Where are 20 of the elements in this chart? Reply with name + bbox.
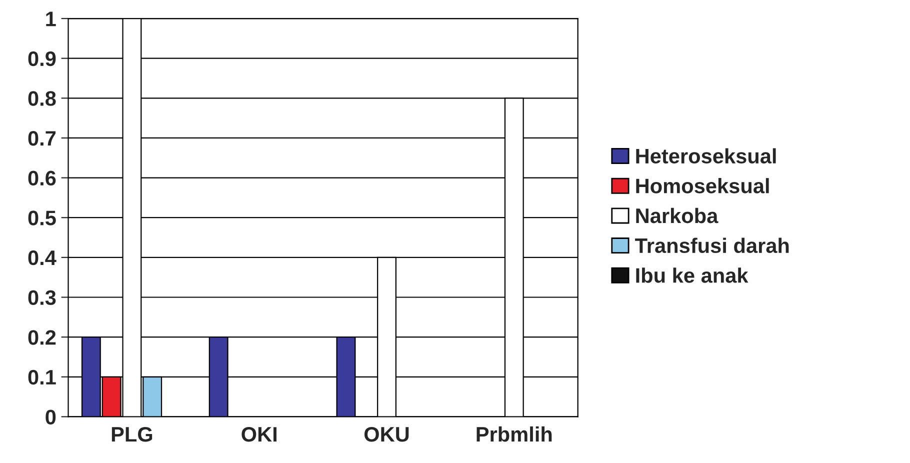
x-tick-label: OKU [364,426,409,442]
y-tick-label: 0.8 [28,91,56,106]
y-tick-label: 0.9 [28,51,56,66]
y-tick-label: 0.5 [28,210,56,226]
y-tick-label: 0.3 [28,290,56,306]
y-tick-label: 0.4 [28,250,56,266]
y-tick-label: 0.7 [28,130,56,146]
x-tick-label: PLG [112,426,152,442]
legend-label: Transfusi darah [635,238,789,254]
y-tick-label: 0 [46,410,56,424]
x-tick-label: Prbmlih [476,426,552,442]
y-tick-label: 1 [46,12,56,26]
legend-label: Heteroseksual [636,148,776,164]
legend-label: Ibu ke anak [636,268,748,283]
legend-label: Narkoba [636,208,718,224]
x-tick-label: OKI [242,426,276,442]
legend-label: Homoseksual [636,178,769,194]
y-tick-label: 0.1 [28,370,56,385]
y-tick-label: 0.6 [28,170,56,186]
y-tick-label: 0.2 [28,330,56,345]
